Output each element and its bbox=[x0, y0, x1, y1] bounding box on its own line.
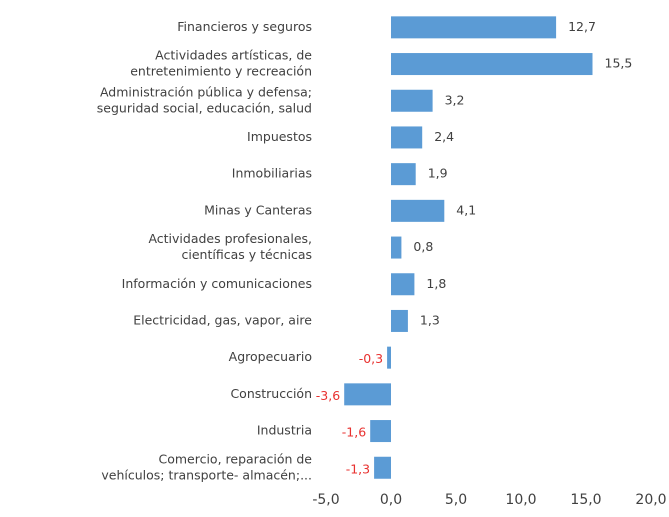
value-label: 0,8 bbox=[413, 239, 433, 254]
bar bbox=[391, 273, 415, 296]
category-label: Actividades artísticas, de bbox=[155, 48, 312, 63]
value-label: 4,1 bbox=[456, 202, 476, 217]
bar bbox=[391, 163, 416, 186]
category-label: Comercio, reparación de bbox=[158, 451, 312, 466]
bar bbox=[391, 309, 408, 332]
bar bbox=[391, 126, 423, 149]
category-label: Minas y Canteras bbox=[204, 202, 312, 217]
x-tick-label: 5,0 bbox=[445, 492, 467, 508]
value-label: 1,3 bbox=[420, 312, 440, 327]
category-label: Inmobiliarias bbox=[232, 166, 312, 181]
category-label: Información y comunicaciones bbox=[122, 276, 312, 291]
category-label: entretenimiento y recreación bbox=[130, 64, 312, 79]
value-label: 1,9 bbox=[428, 166, 448, 181]
x-tick-label: 10,0 bbox=[505, 492, 536, 508]
category-label: vehículos; transporte- almacén;... bbox=[101, 467, 312, 482]
category-label: seguridad social, educación, salud bbox=[97, 100, 312, 115]
category-label: Industria bbox=[257, 423, 312, 438]
category-label: Electricidad, gas, vapor, aire bbox=[133, 312, 312, 327]
value-label: -0,3 bbox=[359, 351, 383, 366]
value-label: 12,7 bbox=[568, 19, 596, 34]
x-tick-label: 0,0 bbox=[380, 492, 402, 508]
category-label: científicas y técnicas bbox=[182, 247, 313, 262]
value-label: -1,6 bbox=[342, 425, 366, 440]
bar bbox=[374, 456, 391, 479]
bar bbox=[391, 236, 402, 259]
value-label: -1,3 bbox=[346, 461, 370, 476]
category-label: Actividades profesionales, bbox=[148, 231, 312, 246]
x-tick-label: 20,0 bbox=[635, 492, 666, 508]
bar bbox=[391, 199, 445, 222]
bar bbox=[344, 383, 391, 406]
value-label: -3,6 bbox=[316, 388, 340, 403]
value-label: 15,5 bbox=[605, 56, 633, 71]
category-label: Agropecuario bbox=[229, 349, 312, 364]
category-label: Impuestos bbox=[247, 129, 312, 144]
x-tick-label: 15,0 bbox=[570, 492, 601, 508]
category-label: Financieros y seguros bbox=[177, 19, 312, 34]
bar bbox=[391, 53, 593, 76]
x-tick-label: -5,0 bbox=[312, 492, 339, 508]
value-label: 1,8 bbox=[426, 276, 446, 291]
bar bbox=[370, 420, 391, 443]
bar bbox=[387, 346, 391, 369]
bar bbox=[391, 16, 557, 39]
category-label: Construcción bbox=[230, 386, 312, 401]
category-label: Administración pública y defensa; bbox=[100, 84, 312, 99]
value-label: 3,2 bbox=[445, 92, 465, 107]
value-label: 2,4 bbox=[434, 129, 454, 144]
bar bbox=[391, 89, 433, 112]
